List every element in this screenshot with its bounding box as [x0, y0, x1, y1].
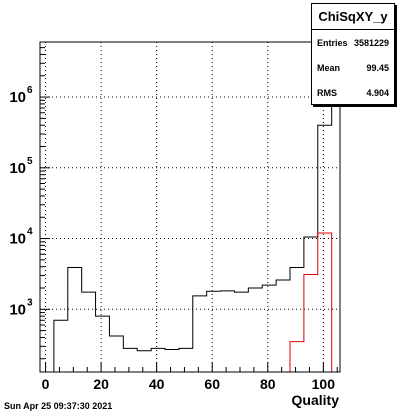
- y-tick-exponent-5: 5: [27, 156, 33, 167]
- mean-value: 99.45: [366, 63, 389, 73]
- histogram-series-1: [289, 232, 333, 372]
- y-tick-exponent-4: 4: [27, 227, 33, 238]
- y-tick-label-4: 10: [9, 231, 26, 248]
- mean-label: Mean: [317, 63, 341, 73]
- axis-ticks: [40, 41, 338, 372]
- rms-label: RMS: [317, 88, 337, 98]
- y-tick-exponent-6: 6: [27, 85, 33, 96]
- y-tick-label-3: 10: [9, 301, 26, 318]
- x-tick-label-60: 60: [204, 376, 220, 392]
- histogram-title: ChiSqXY_y: [312, 4, 394, 30]
- y-tick-exponent-3: 3: [27, 297, 33, 308]
- x-tick-label-0: 0: [42, 376, 50, 392]
- grid-lines: [40, 42, 340, 372]
- entries-label: Entries: [317, 38, 348, 48]
- timestamp-label: Sun Apr 25 09:37:30 2021: [4, 401, 113, 411]
- y-tick-label-6: 10: [9, 89, 26, 106]
- x-tick-label-40: 40: [149, 376, 165, 392]
- stats-box: ChiSqXY_y Entries 3581229 Mean 99.45 RMS…: [311, 3, 395, 105]
- y-tick-label-5: 10: [9, 160, 26, 177]
- histogram-series: [40, 41, 341, 373]
- x-tick-label-80: 80: [260, 376, 276, 392]
- x-tick-label-20: 20: [93, 376, 109, 392]
- plot-frame: [39, 41, 341, 373]
- histogram-series-0: [40, 41, 341, 373]
- entries-value: 3581229: [353, 38, 389, 48]
- stats-row-mean: Mean 99.45: [312, 55, 394, 80]
- rms-value: 4.904: [366, 88, 389, 98]
- stats-row-entries: Entries 3581229: [312, 30, 394, 55]
- x-axis-label: Quality: [292, 392, 340, 408]
- x-tick-label-100: 100: [312, 376, 336, 392]
- stats-row-rms: RMS 4.904: [312, 80, 394, 105]
